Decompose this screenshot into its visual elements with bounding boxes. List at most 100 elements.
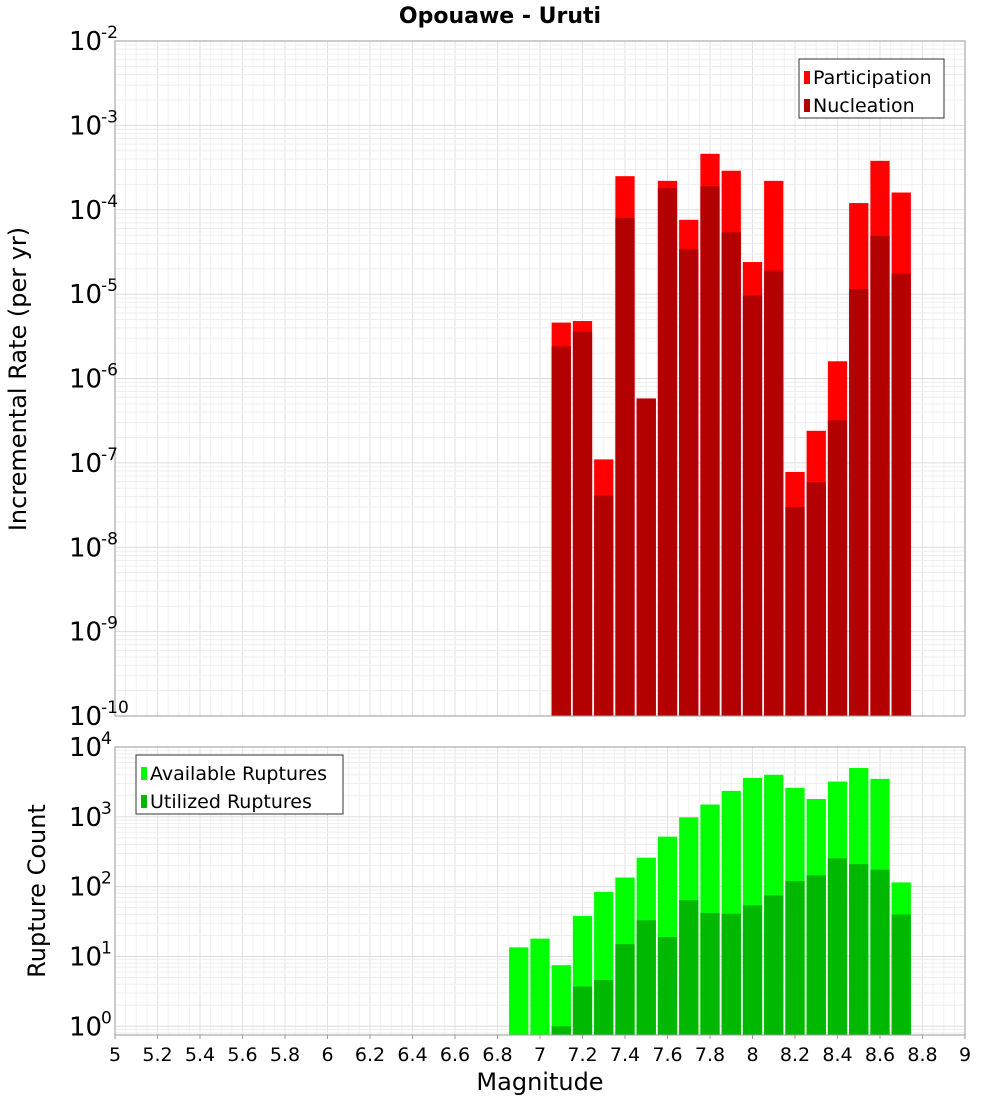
count-panel-y-tick-label: 10 — [69, 733, 102, 763]
count-panel-y-tick-label: 10 — [69, 873, 102, 903]
count-panel-bar-secondary — [615, 944, 635, 1035]
count-panel-bar-secondary — [849, 864, 869, 1035]
count-panel-y-tick-label: 10 — [69, 942, 102, 972]
count-panel-y-tick-exponent: 2 — [101, 869, 112, 889]
rate-panel-y-tick-exponent: -5 — [101, 276, 118, 296]
rate-panel-y-tick-label: 10 — [69, 111, 102, 141]
x-tick-label: 8.6 — [865, 1044, 895, 1066]
count-panel-bar-secondary — [806, 875, 826, 1035]
count-panel-bar-secondary — [827, 858, 848, 1035]
count-panel-bar-secondary — [785, 881, 805, 1035]
x-tick-label: 6.2 — [355, 1044, 385, 1066]
rate-legend-label: Participation — [813, 67, 932, 89]
count-legend-label: Available Ruptures — [150, 763, 327, 785]
rate-legend-box — [798, 58, 945, 119]
rate-panel-bar-secondary — [700, 186, 720, 716]
count-panel-bar-secondary — [870, 869, 890, 1035]
chart-title: Opouawe - Uruti — [399, 4, 601, 29]
rate-panel-y-tick-exponent: -7 — [101, 445, 118, 465]
bars-layer — [509, 153, 911, 1035]
rate-panel-y-tick-label: 10 — [69, 280, 102, 310]
rate-panel-bar-secondary — [785, 506, 805, 716]
rate-panel-y-tick-label: 10 — [69, 196, 102, 226]
legend-layer: Participation Nucleation Available Rupture… — [135, 58, 945, 815]
x-tick-label: 8 — [746, 1044, 758, 1066]
count-panel-bar-secondary — [636, 920, 656, 1035]
count-panel-y-tick-label: 10 — [69, 1012, 102, 1042]
rate-panel-y-tick-label: 10 — [69, 618, 102, 648]
x-tick-label: 6.8 — [482, 1044, 512, 1066]
rate-panel-bar-secondary — [721, 232, 741, 716]
count-panel-bar-secondary — [572, 986, 593, 1035]
count-legend-swatch — [141, 795, 147, 808]
x-tick-label: 6.6 — [440, 1044, 470, 1066]
rate-panel-y-tick-exponent: -3 — [101, 107, 118, 127]
rate-panel-y-tick-label: 10 — [69, 365, 102, 395]
x-tick-label: 8.8 — [907, 1044, 937, 1066]
rate-panel-y-tick-exponent: -2 — [101, 23, 118, 43]
x-tick-label: 7.8 — [695, 1044, 725, 1066]
rate-panel-bar-secondary — [742, 295, 763, 716]
rate-panel-bar-secondary — [551, 346, 571, 716]
rate-legend-label: Nucleation — [813, 95, 915, 117]
count-panel-bar-secondary — [679, 900, 699, 1035]
count-legend-swatch — [141, 767, 147, 780]
count-panel-bar-secondary — [891, 914, 911, 1035]
x-tick-label: 7 — [534, 1044, 546, 1066]
count-panel-y-tick-exponent: 0 — [101, 1008, 112, 1028]
x-tick-label: 7.4 — [610, 1044, 640, 1066]
count-panel-y-tick-exponent: 1 — [101, 938, 112, 958]
rate-panel-bar-secondary — [870, 235, 890, 716]
count-y-axis-title: Rupture Count — [23, 804, 51, 978]
rate-legend-swatch — [804, 71, 810, 84]
rate-panel-y-tick-exponent: -6 — [101, 361, 118, 381]
x-tick-label: 9 — [959, 1044, 971, 1066]
x-tick-label: 5.4 — [185, 1044, 215, 1066]
count-panel-bar-secondary — [742, 905, 763, 1035]
count-panel-bar-primary — [551, 965, 571, 1035]
rate-panel-bar-secondary — [657, 188, 678, 717]
x-tick-label: 6.4 — [397, 1044, 427, 1066]
rate-panel-bar-secondary — [891, 273, 911, 716]
count-panel-bar-secondary — [764, 895, 784, 1035]
rate-panel-bar-secondary — [764, 270, 784, 716]
count-panel-bar-primary — [530, 938, 550, 1035]
rate-panel-y-tick-label: 10 — [69, 27, 102, 57]
x-tick-label: 8.4 — [822, 1044, 852, 1066]
rate-y-axis-title: Incremental Rate (per yr) — [4, 227, 32, 531]
rate-panel-bar-secondary — [806, 482, 826, 716]
rate-legend-swatch — [804, 99, 810, 112]
count-panel-bar-secondary — [551, 1026, 571, 1035]
x-tick-label: 5.2 — [142, 1044, 172, 1066]
count-panel-y-tick-label: 10 — [69, 803, 102, 833]
rate-panel-y-tick-label: 10 — [69, 702, 102, 732]
count-legend-label: Utilized Ruptures — [150, 791, 312, 813]
x-tick-label: 5.8 — [270, 1044, 300, 1066]
x-tick-label: 8.2 — [780, 1044, 810, 1066]
rate-panel-frame — [114, 40, 966, 717]
rate-panel-bar-secondary — [572, 331, 593, 716]
rate-panel-y-tick-exponent: -10 — [101, 698, 129, 718]
count-panel-bar-secondary — [657, 936, 678, 1035]
x-tick-label: 5 — [109, 1044, 121, 1066]
count-panel-y-tick-exponent: 4 — [101, 729, 112, 749]
count-panel-bar-secondary — [721, 913, 741, 1035]
rate-panel-bar-secondary — [594, 495, 614, 716]
rate-panel-bar-secondary — [636, 398, 656, 716]
rate-panel-bar-secondary — [827, 420, 848, 716]
count-panel-bar-secondary — [700, 912, 720, 1035]
x-tick-label: 7.6 — [652, 1044, 682, 1066]
x-tick-label: 5.6 — [227, 1044, 257, 1066]
rate-panel-bar-secondary — [615, 217, 635, 716]
ticks-layer: 10-210-310-410-510-610-710-810-910-10104… — [69, 23, 971, 1066]
rate-panel-y-tick-exponent: -8 — [101, 529, 118, 549]
count-legend-box — [135, 754, 344, 815]
rate-panel-y-tick-label: 10 — [69, 449, 102, 479]
rate-panel-y-tick-exponent: -9 — [101, 614, 118, 634]
count-panel-y-tick-exponent: 3 — [101, 799, 112, 819]
rate-panel-bar-secondary — [679, 249, 699, 716]
count-panel-bar-secondary — [594, 980, 614, 1035]
x-axis-title: Magnitude — [476, 1068, 603, 1096]
x-tick-label: 7.2 — [567, 1044, 597, 1066]
